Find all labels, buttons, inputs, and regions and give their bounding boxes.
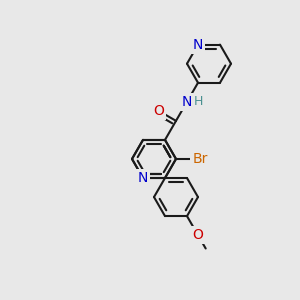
Text: O: O [153, 104, 164, 118]
Text: O: O [193, 228, 203, 242]
Text: Br: Br [193, 152, 208, 166]
Text: N: N [193, 38, 203, 52]
Text: N: N [138, 171, 148, 185]
Text: H: H [193, 95, 203, 108]
Text: N: N [182, 95, 192, 109]
